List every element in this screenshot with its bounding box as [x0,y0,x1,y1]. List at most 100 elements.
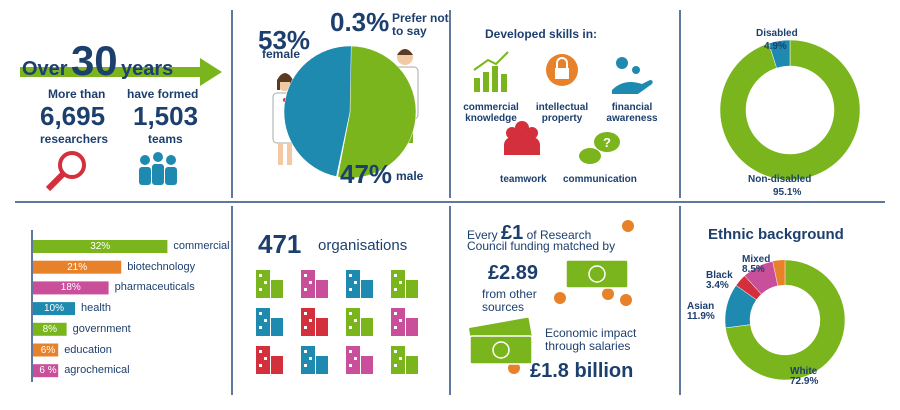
building-icon [361,318,373,336]
value-label: 47% [340,159,393,189]
bar-value-label: 6% [40,344,56,356]
bar-category-label: commercial [173,240,230,252]
value-label: 0.3% [330,7,390,37]
window [394,288,397,291]
value-label: 72.9% [790,376,819,387]
building-icon [346,308,360,336]
window [394,274,397,277]
window [259,274,262,277]
text: years [121,58,174,80]
building-icon [271,356,283,374]
bar-value-label: 21% [67,261,88,273]
building-icon [301,270,315,298]
window [259,326,262,329]
category-label: Asian [687,301,715,312]
building-icon [391,346,405,374]
bar [33,281,109,295]
text: Council funding matched by [467,239,616,253]
window [349,274,352,277]
bar [33,302,75,316]
bar-value-label: 10% [43,303,64,315]
text: teams [148,132,183,146]
number: £2.89 [488,262,539,284]
window [399,357,402,360]
number: £1.8 billion [530,360,634,382]
text: Over 30 years [22,37,174,84]
donut-segment [719,39,861,181]
window [394,312,397,315]
svg-text:?: ? [603,135,611,150]
building-icon [256,270,270,298]
window [354,357,357,360]
window [349,288,352,291]
window [354,319,357,322]
communication-icon: ? [579,132,620,164]
category-label: male [396,169,424,183]
property-icon [546,54,578,86]
bar [33,322,67,336]
building-icon [346,270,360,298]
bar-value-label: 18% [60,282,81,294]
bar-category-label: agrochemical [64,364,130,377]
category-label: female [262,47,301,61]
building-icon [316,356,328,374]
value-label: 3.4% [706,280,729,291]
skill-label: intellectual property [535,102,589,124]
window [394,350,397,353]
building-icon [301,346,315,374]
building-icon [391,270,405,298]
number: 1,503 [133,101,199,131]
window [259,364,262,367]
dividers [15,10,885,395]
window [354,281,357,284]
building-icon [271,280,283,298]
window [309,319,312,322]
text: organisations [318,237,408,254]
window [259,288,262,291]
donut-segment [725,259,846,381]
value-label: 4.9% [764,41,787,52]
banknote-icons [467,259,629,365]
building-icon [406,318,418,336]
skill-label: communication [563,174,637,185]
building-icon [256,346,270,374]
building-icon [346,346,360,374]
pie-slice [337,45,417,179]
window [349,350,352,353]
skill-label: teamwork [500,174,547,185]
pie-slice [283,45,352,177]
building-icon [271,318,283,336]
text: Economic impact through salaries [545,326,637,354]
skill-label: commercial knowledge [463,102,519,124]
building-icon [406,356,418,374]
text: More than [48,87,106,101]
chart-title: Ethnic background [708,226,844,243]
text: of Research [526,228,592,242]
building-icon [361,356,373,374]
window [264,281,267,284]
text: Every £1 of Research [467,222,591,244]
donut-segment [744,260,779,295]
building-icon [301,308,315,336]
window [394,364,397,367]
value-label: 95.1% [773,187,802,198]
category-label: Disabled [756,28,798,39]
number: 471 [258,229,302,259]
text: researchers [40,132,109,146]
bar-category-label: health [81,302,111,315]
building-icon [406,280,418,298]
bar [33,240,168,253]
skills-title: Developed skills in: [485,27,598,41]
commercial-icon [473,51,509,92]
window [304,350,307,353]
skill-label: financial awareness [606,102,658,124]
category-label: Mixed [742,254,771,265]
window [309,357,312,360]
donut-segment [768,39,791,69]
bar-category-label: government [72,322,131,335]
window [304,274,307,277]
magnifier-icon [45,151,86,192]
bar-value-label: 8% [42,323,58,335]
bar-category-label: education [64,343,112,356]
